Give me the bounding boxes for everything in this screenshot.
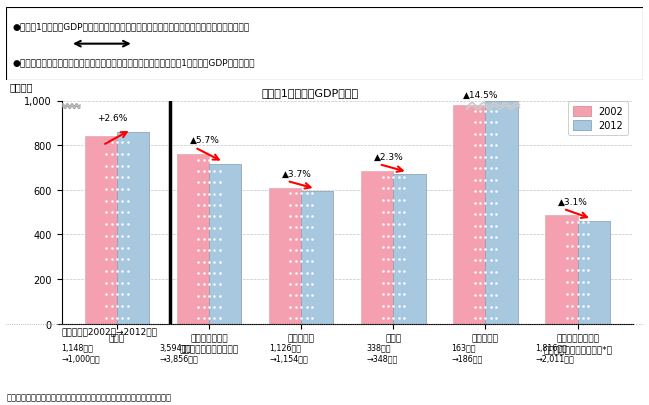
Text: 就業者数（2002年→2012年）: 就業者数（2002年→2012年） xyxy=(62,326,158,335)
Text: ▲2.3%: ▲2.3% xyxy=(374,152,404,161)
Legend: 2002, 2012: 2002, 2012 xyxy=(568,102,628,136)
Text: 163万人
→186万人: 163万人 →186万人 xyxy=(451,342,482,362)
Bar xyxy=(453,106,485,324)
Bar xyxy=(209,165,241,324)
Text: ▲14.5%: ▲14.5% xyxy=(463,91,498,100)
Bar xyxy=(361,171,393,324)
Text: ▲5.7%: ▲5.7% xyxy=(190,136,219,145)
FancyBboxPatch shape xyxy=(6,8,643,81)
Y-axis label: （万円）: （万円） xyxy=(10,82,34,92)
Bar xyxy=(84,137,117,324)
Text: 就業者1人当たりGDPの推移: 就業者1人当たりGDPの推移 xyxy=(262,88,359,98)
Text: ●就業者1人当たりGDPは、製造業で増加しているものの、サービス産業では減少している。: ●就業者1人当たりGDPは、製造業で増加しているものの、サービス産業では減少して… xyxy=(13,22,250,31)
Bar xyxy=(177,155,209,324)
Text: 1,126万人
→1,154万人: 1,126万人 →1,154万人 xyxy=(269,342,308,362)
Bar xyxy=(117,132,149,324)
Bar xyxy=(393,175,426,324)
Text: 3,594万人
→3,856万人: 3,594万人 →3,856万人 xyxy=(159,342,198,362)
Text: 338万人
→348万人: 338万人 →348万人 xyxy=(367,342,398,362)
Text: 資料）経済産業省「サービス産業の高付加価値化・生産性向上について」: 資料）経済産業省「サービス産業の高付加価値化・生産性向上について」 xyxy=(6,392,171,401)
Text: ▲3.1%: ▲3.1% xyxy=(558,197,588,206)
Text: ▲3.7%: ▲3.7% xyxy=(282,169,312,178)
Text: +2.6%: +2.6% xyxy=(97,113,127,122)
Bar xyxy=(301,192,334,324)
Text: 1,816万人
→2,011万人: 1,816万人 →2,011万人 xyxy=(535,342,574,362)
Text: 1,148万人
→1,000万人: 1,148万人 →1,000万人 xyxy=(62,342,101,362)
Text: ●特に、卸売・小売、飲食宿泊、医療福祉等のサービス業は、就業者1人当たりGDPが少ない。: ●特に、卸売・小売、飲食宿泊、医療福祉等のサービス業は、就業者1人当たりGDPが… xyxy=(13,58,255,67)
Bar xyxy=(485,101,518,324)
Bar xyxy=(578,222,610,324)
Bar xyxy=(269,188,301,324)
Bar xyxy=(545,216,578,324)
